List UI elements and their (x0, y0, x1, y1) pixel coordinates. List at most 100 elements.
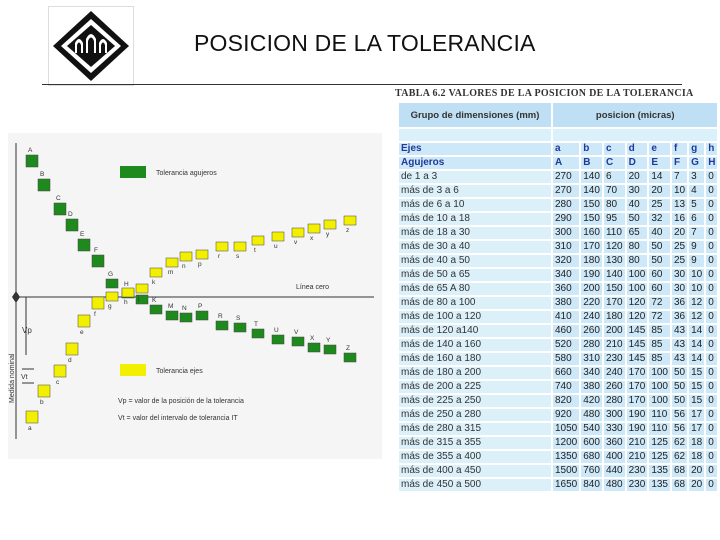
shaft-zone-s (233, 241, 247, 252)
value-cell: 100 (647, 393, 672, 409)
value-cell: 40 (647, 225, 672, 241)
ejes-letter: e (647, 141, 672, 157)
value-cell: 740 (550, 379, 582, 395)
value-cell: 0 (704, 183, 720, 199)
table-row: más de 50 a 65 340 190 140 100 60 30 10 0 (397, 267, 720, 283)
value-cell: 0 (704, 337, 720, 353)
value-cell: 210 (624, 435, 650, 451)
legend-shafts-swatch (120, 364, 146, 376)
value-cell: 230 (624, 477, 650, 493)
header-group: Grupo de dimensiones (mm) (397, 101, 553, 129)
range-cell: más de 10 a 18 (397, 211, 553, 227)
value-cell: 80 (624, 253, 650, 269)
agujeros-letter: D (624, 155, 650, 171)
shaft-zone-k (149, 267, 163, 278)
hole-letter-T: T (254, 321, 258, 328)
header-position: posicion (micras) (550, 101, 720, 129)
table-row: más de 140 a 160 520 280 210 145 85 43 14 0 (397, 337, 720, 353)
table-row: más de 315 a 355 1200 600 360 210 125 62 18 0 (397, 435, 720, 451)
ejes-letter: b (579, 141, 604, 157)
value-cell: 0 (704, 211, 720, 227)
shaft-letter-n: n (182, 263, 186, 270)
value-cell: 190 (579, 267, 604, 283)
shaft-letter-a: a (28, 425, 32, 432)
shaft-letter-g: g (108, 303, 112, 310)
hole-letter-E: E (80, 231, 85, 238)
value-cell: 110 (647, 421, 672, 437)
value-cell: 160 (579, 225, 604, 241)
axis-arrow-down-icon (12, 297, 20, 303)
value-cell: 130 (601, 253, 627, 269)
value-cell: 40 (624, 197, 650, 213)
hole-letter-K: K (152, 297, 157, 304)
hole-zone-R (215, 320, 229, 331)
range-cell: de 1 a 3 (397, 169, 553, 185)
table-title: TABLA 6.2 VALORES DE LA POSICION DE LA T… (395, 88, 694, 99)
ejes-letter: c (601, 141, 627, 157)
shaft-zone-b (37, 384, 51, 398)
value-cell: 72 (647, 309, 672, 325)
value-cell: 50 (624, 211, 650, 227)
shaft-letter-s: s (236, 253, 240, 260)
range-cell: más de 200 a 225 (397, 379, 553, 395)
value-cell: 400 (601, 449, 627, 465)
hole-zone-B (37, 178, 51, 192)
value-cell: 420 (579, 393, 604, 409)
value-cell: 600 (579, 435, 604, 451)
value-cell: 150 (601, 281, 627, 297)
value-cell: 30 (669, 267, 690, 283)
spacer-cell (550, 127, 720, 143)
value-cell: 20 (647, 183, 672, 199)
value-cell: 80 (624, 239, 650, 255)
value-cell: 280 (601, 393, 627, 409)
value-cell: 200 (579, 281, 604, 297)
tolerance-values-table: Grupo de dimensiones (mm) posicion (micr… (397, 101, 720, 493)
hole-zone-C (53, 202, 67, 216)
value-cell: 56 (669, 407, 690, 423)
value-cell: 50 (669, 379, 690, 395)
value-cell: 190 (624, 407, 650, 423)
table-row: más de 6 a 10 280 150 80 40 25 13 5 0 (397, 197, 720, 213)
shaft-letter-t: t (254, 247, 256, 254)
hole-tolerance-zones: ABCDEFGHJKMNPRSTUVXYZ (25, 147, 357, 363)
value-cell: 520 (550, 337, 582, 353)
value-cell: 320 (550, 253, 582, 269)
value-cell: 135 (647, 463, 672, 479)
value-cell: 330 (601, 421, 627, 437)
hole-letter-D: D (68, 211, 73, 218)
hole-zone-A (25, 154, 39, 168)
tolerance-diagram-svg: Vp Vt Medida nominal ABCDEFGHJKMNPRSTUVX… (8, 133, 382, 459)
range-cell: más de 80 a 100 (397, 295, 553, 311)
hole-zone-S (233, 322, 247, 333)
value-cell: 18 (687, 435, 707, 451)
value-cell: 300 (550, 225, 582, 241)
value-cell: 85 (647, 351, 672, 367)
hole-letter-B: B (40, 171, 44, 178)
range-cell: más de 65 A 80 (397, 281, 553, 297)
value-cell: 0 (704, 225, 720, 241)
value-cell: 0 (704, 449, 720, 465)
note-vt: Vt = valor del intervalo de tolerancia I… (118, 415, 238, 422)
shaft-letter-v: v (294, 239, 298, 246)
value-cell: 380 (579, 379, 604, 395)
shaft-letter-u: u (274, 243, 278, 250)
table-row: más de 280 a 315 1050 540 330 190 110 56 17 0 (397, 421, 720, 437)
value-cell: 120 (624, 309, 650, 325)
value-cell: 70 (601, 183, 627, 199)
value-cell: 360 (601, 435, 627, 451)
vp-label: Vp (22, 326, 32, 335)
value-cell: 10 (669, 183, 690, 199)
value-cell: 170 (624, 393, 650, 409)
ejes-letter: f (669, 141, 690, 157)
value-cell: 50 (647, 239, 672, 255)
table-row: más de 10 a 18 290 150 95 50 32 16 6 0 (397, 211, 720, 227)
table-row: más de 65 A 80 360 200 150 100 60 30 10 0 (397, 281, 720, 297)
value-cell: 68 (669, 477, 690, 493)
agujeros-letter: E (647, 155, 672, 171)
value-cell: 360 (550, 281, 582, 297)
hole-letter-C: C (56, 195, 61, 202)
value-cell: 7 (687, 225, 707, 241)
shaft-zone-y (323, 219, 337, 230)
hole-letter-N: N (182, 305, 187, 312)
value-cell: 50 (669, 365, 690, 381)
